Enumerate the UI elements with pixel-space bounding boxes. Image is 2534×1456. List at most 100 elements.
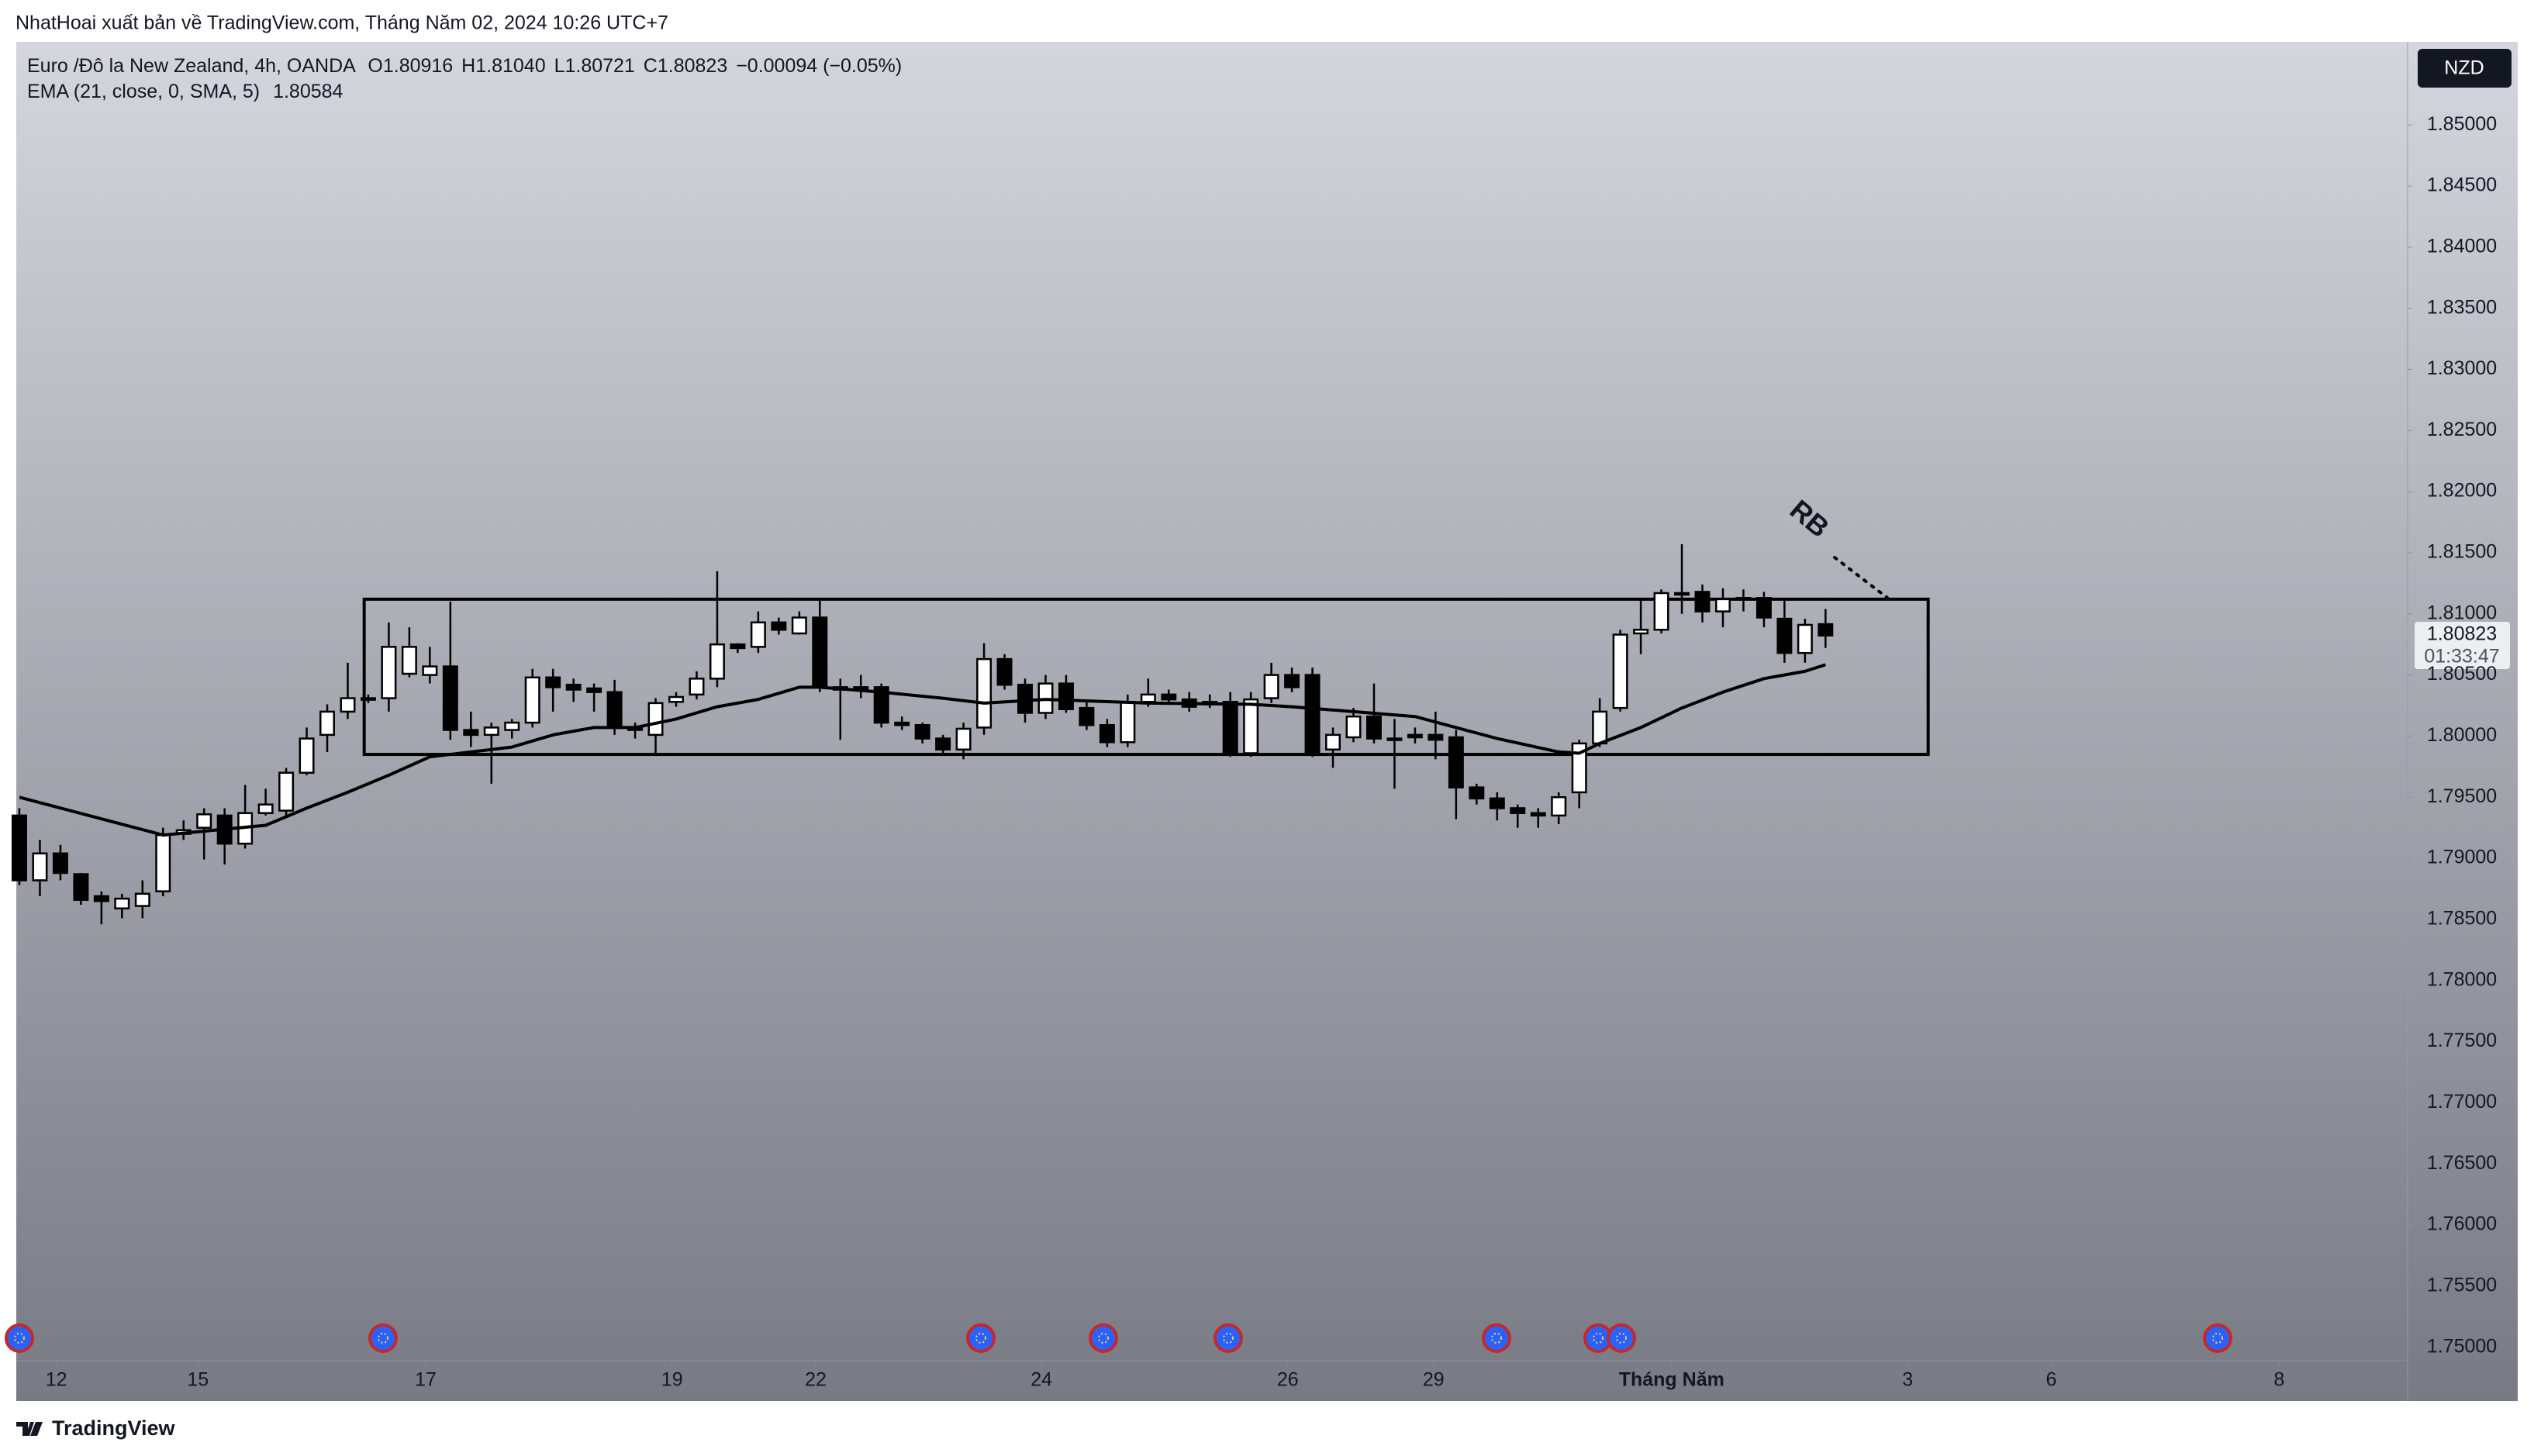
symbol-legend: Euro /Đô la New Zealand, 4h, OANDA O 1.80… [27, 55, 902, 77]
indicator-value: 1.80584 [273, 81, 343, 102]
candle-body [257, 803, 274, 814]
candle-body [504, 721, 520, 731]
candle-body [853, 686, 869, 690]
candle-body [647, 702, 664, 737]
candle-body [668, 695, 684, 703]
event-icon [1607, 1323, 1636, 1353]
candle-body [565, 683, 582, 691]
candle-body [976, 657, 993, 729]
legend-key: L [554, 55, 565, 77]
last-price-box [2415, 622, 2510, 669]
x-tick-label: 15 [187, 1369, 209, 1391]
candle-body [1571, 742, 1587, 794]
x-tick-label: 22 [805, 1369, 827, 1391]
event-icon [1213, 1323, 1243, 1353]
y-tick-label: 1.79500 [2427, 785, 2497, 807]
last-price: 1.80823 [2427, 623, 2497, 645]
events [5, 1323, 2232, 1353]
candle-body [442, 665, 458, 731]
event-icon-dot [2212, 1333, 2223, 1344]
candle-body [1120, 701, 1136, 744]
candle-body [52, 852, 68, 875]
y-tick-label: 1.75500 [2427, 1274, 2497, 1296]
event-icon-dot [1616, 1333, 1627, 1344]
y-tick-label: 1.76000 [2427, 1213, 2497, 1235]
legend-value: 1.80721 [564, 55, 634, 77]
candle-body [1284, 674, 1300, 688]
range-box [362, 597, 1930, 757]
chart-background [16, 42, 2518, 1401]
legend-key: C [644, 55, 658, 77]
candle-body [381, 646, 397, 699]
candle-body [1530, 812, 1546, 817]
candle-body [1735, 597, 1752, 601]
candle-body [134, 892, 150, 907]
x-tick-label: 12 [46, 1369, 67, 1391]
candle-body [1325, 733, 1341, 751]
candle-body [750, 621, 766, 648]
candle-body [1345, 715, 1362, 739]
candle-body [1551, 796, 1567, 817]
event-icon-dot [1098, 1333, 1109, 1344]
event-icon [2203, 1323, 2232, 1353]
candle-body [483, 726, 499, 737]
candle-body [1428, 733, 1444, 741]
y-tick-label: 1.80500 [2427, 663, 2497, 685]
candle-body [422, 665, 438, 676]
candle-body [1797, 623, 1813, 654]
y-tick-label: 1.77000 [2427, 1091, 2497, 1113]
y-tick-label: 1.84500 [2427, 174, 2497, 196]
candle-body [340, 697, 356, 713]
candle-body [771, 621, 787, 631]
y-tick-label: 1.76500 [2427, 1152, 2497, 1174]
candle-body [1099, 723, 1115, 744]
candle-body [1592, 710, 1608, 745]
candle-body [1653, 592, 1669, 631]
legend-change: −0.00094 (−0.05%) [736, 55, 902, 77]
legend-value: 1.80823 [658, 55, 727, 77]
legend-value: 1.81040 [475, 55, 545, 77]
event-icon-dot [1491, 1333, 1502, 1344]
candle-body [1612, 633, 1628, 709]
legend-key: O [368, 55, 382, 77]
y-tick-label: 1.75000 [2427, 1335, 2497, 1357]
candle-body [319, 710, 336, 737]
currency-label[interactable]: NZD [2444, 57, 2484, 79]
candle-body [586, 687, 602, 693]
candle-body [1756, 597, 1772, 619]
x-tick-label: 29 [1423, 1369, 1445, 1391]
event-icon-dot [1593, 1333, 1604, 1344]
candle-body [196, 813, 212, 829]
y-tick-label: 1.78500 [2427, 908, 2497, 930]
candle-body [1161, 693, 1177, 701]
symbol: Euro /Đô la New Zealand, 4h, OANDA [27, 55, 356, 77]
x-tick-label: 19 [661, 1369, 683, 1391]
candle-body [1489, 797, 1505, 809]
x-tick-label: 17 [415, 1369, 437, 1391]
candle-body [689, 678, 705, 696]
x-tick-label: 26 [1277, 1369, 1299, 1391]
y-tick-label: 1.77500 [2427, 1030, 2497, 1051]
candle-body [11, 814, 27, 882]
y-tick-label: 1.84000 [2427, 235, 2497, 257]
event-icon-dot [1223, 1333, 1234, 1344]
currency-button[interactable] [2418, 49, 2512, 88]
candle-body [606, 691, 623, 729]
y-tick-label: 1.83500 [2427, 296, 2497, 318]
candle-body [873, 686, 889, 724]
candle-body [1633, 629, 1649, 635]
candle-body [894, 721, 910, 726]
candle-body [1386, 737, 1403, 741]
candle-body [1448, 736, 1464, 788]
candle-body [32, 852, 48, 882]
candle-body [545, 676, 561, 688]
candle-body [360, 697, 376, 701]
candle-body [1694, 591, 1711, 612]
candle-body [1079, 706, 1095, 726]
candle-body [1365, 715, 1382, 740]
candle-body [1243, 698, 1259, 754]
y-tick-label: 1.81000 [2427, 602, 2497, 623]
event-icon-dot [14, 1333, 25, 1344]
y-tick-label: 1.79000 [2427, 847, 2497, 868]
